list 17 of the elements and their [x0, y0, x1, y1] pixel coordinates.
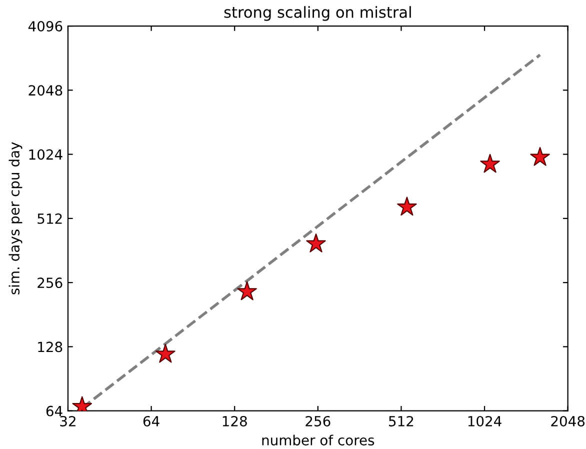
y-tick-label: 128 [38, 342, 62, 352]
x-tick-label: 2048 [551, 416, 585, 426]
y-axis-title: sim. days per cpu day [8, 142, 22, 294]
x-tick-label: 256 [306, 416, 330, 426]
y-tick-label: 2048 [28, 85, 62, 96]
y-tick-label: 64 [46, 406, 62, 416]
x-tick-label: 1024 [468, 416, 502, 426]
x-tick-label: 32 [60, 416, 76, 426]
y-tick-label: 256 [38, 278, 62, 288]
x-axis-title: number of cores [262, 434, 374, 446]
x-tick-label: 64 [143, 416, 160, 426]
y-tick-label: 4096 [28, 21, 62, 32]
x-tick-label: 128 [222, 416, 247, 426]
y-tick-label: 1024 [29, 149, 62, 160]
chart-title: strong scaling on mistral [224, 6, 411, 21]
y-tick-label: 512 [38, 213, 62, 224]
x-tick-label: 512 [389, 416, 414, 426]
